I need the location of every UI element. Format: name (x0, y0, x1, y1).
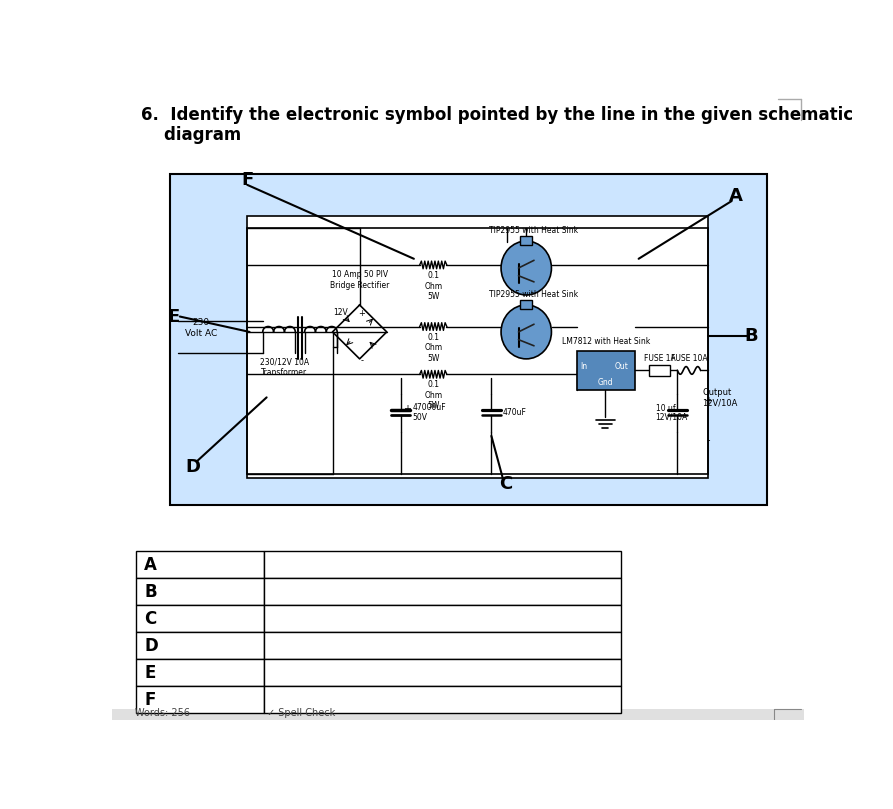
Text: 47000uF
50V: 47000uF 50V (413, 403, 446, 422)
Text: Out: Out (614, 362, 629, 371)
Ellipse shape (501, 241, 552, 295)
Text: B: B (144, 582, 157, 601)
Text: TIP2955 with Heat Sink: TIP2955 with Heat Sink (489, 290, 579, 299)
FancyBboxPatch shape (247, 217, 708, 478)
Text: 0.1
Ohm
5W: 0.1 Ohm 5W (424, 271, 442, 301)
Text: FUSE 10A: FUSE 10A (671, 354, 707, 362)
Text: E: E (168, 307, 179, 325)
Text: FUSE 1A: FUSE 1A (644, 354, 675, 362)
Text: F: F (241, 172, 254, 189)
FancyBboxPatch shape (137, 632, 264, 659)
FancyBboxPatch shape (577, 351, 635, 390)
Text: C: C (498, 475, 512, 493)
Text: +: + (705, 396, 713, 406)
FancyBboxPatch shape (264, 552, 621, 578)
Text: 230/12V 10A
Transformer: 230/12V 10A Transformer (260, 358, 309, 377)
FancyBboxPatch shape (264, 659, 621, 686)
Text: LM7812 with Heat Sink: LM7812 with Heat Sink (562, 337, 650, 346)
Text: 6.  Identify the electronic symbol pointed by the line in the given schematic: 6. Identify the electronic symbol pointe… (141, 106, 853, 125)
Text: B: B (744, 327, 758, 345)
Text: -: - (706, 434, 710, 445)
Text: 230
Volt AC: 230 Volt AC (185, 319, 217, 338)
Text: A: A (729, 187, 742, 205)
FancyBboxPatch shape (137, 552, 264, 578)
Text: 470uF: 470uF (503, 409, 527, 417)
Text: 12V: 12V (333, 308, 347, 317)
Text: 0.1
Ohm
5W: 0.1 Ohm 5W (424, 332, 442, 362)
Text: D: D (144, 637, 158, 654)
Text: +: + (358, 309, 365, 318)
FancyBboxPatch shape (137, 578, 264, 605)
Text: E: E (144, 663, 155, 682)
Text: -: - (361, 357, 363, 366)
Text: TIP2955 with Heat Sink: TIP2955 with Heat Sink (489, 226, 579, 235)
FancyBboxPatch shape (112, 709, 804, 720)
Text: Gnd: Gnd (598, 379, 613, 388)
FancyBboxPatch shape (137, 659, 264, 686)
FancyBboxPatch shape (264, 578, 621, 605)
FancyBboxPatch shape (264, 686, 621, 713)
Text: D: D (186, 458, 201, 476)
FancyBboxPatch shape (264, 632, 621, 659)
FancyBboxPatch shape (520, 235, 532, 245)
Text: diagram: diagram (141, 126, 241, 144)
FancyBboxPatch shape (137, 605, 264, 632)
Ellipse shape (501, 305, 552, 359)
Text: C: C (144, 610, 156, 628)
Text: A: A (144, 556, 157, 574)
Text: Words: 256: Words: 256 (135, 708, 190, 718)
Text: 12V/10A: 12V/10A (655, 413, 688, 422)
Text: +: + (403, 404, 411, 414)
FancyBboxPatch shape (520, 299, 532, 309)
FancyBboxPatch shape (137, 686, 264, 713)
Text: 10 uf: 10 uf (655, 404, 675, 413)
FancyBboxPatch shape (170, 174, 766, 505)
Text: F: F (144, 691, 155, 709)
Text: ✓ Spell Check: ✓ Spell Check (267, 708, 335, 718)
Text: Output
12V/10A: Output 12V/10A (702, 388, 738, 407)
Text: 10 Amp 50 PIV
Bridge Rectifier: 10 Amp 50 PIV Bridge Rectifier (330, 270, 389, 290)
Text: In: In (580, 362, 588, 371)
FancyBboxPatch shape (648, 365, 671, 376)
Text: 0.1
Ohm
5W: 0.1 Ohm 5W (424, 380, 442, 410)
FancyBboxPatch shape (264, 605, 621, 632)
